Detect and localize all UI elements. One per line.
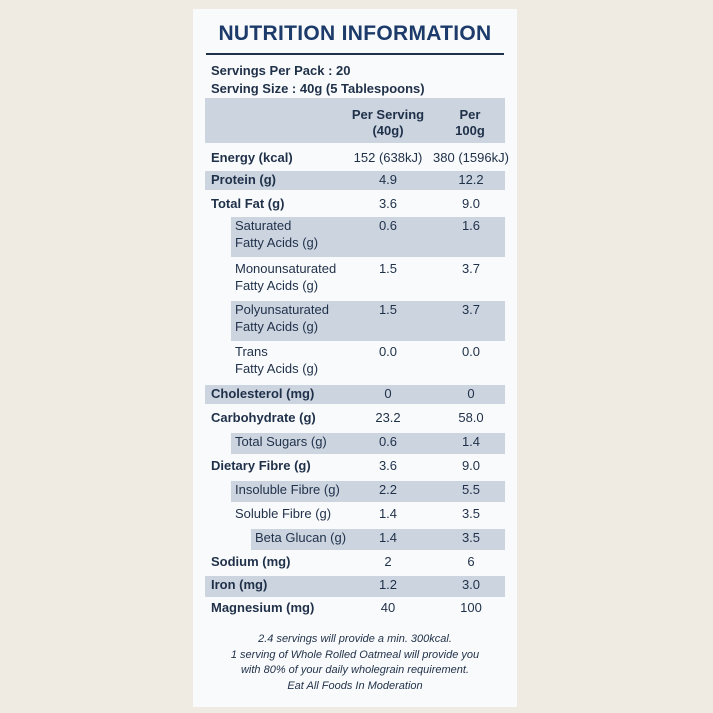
servings-per-pack: Servings Per Pack : 20 [211, 63, 351, 78]
footer-notes: 2.4 servings will provide a min. 300kcal… [193, 632, 517, 694]
table-row: Total Fat (g) 3.6 9.0 [205, 195, 505, 214]
nutrient-name: Iron (mg) [211, 577, 268, 592]
value-per-100g: 5.5 [461, 482, 481, 497]
value-per-100g: 9.0 [461, 196, 481, 211]
row-shading [231, 433, 505, 454]
footer-line: with 80% of your daily wholegrain requir… [240, 664, 470, 676]
value-per-100g: 0.0 [461, 344, 481, 359]
value-per-serving: 0.6 [378, 218, 398, 233]
nutrient-name: Total Sugars (g) [235, 434, 327, 449]
nutrient-name: Beta Glucan (g) [255, 530, 347, 545]
row-shading [231, 481, 505, 502]
table-row: Polyunsaturated Fatty Acids (g) 1.5 3.7 [205, 301, 505, 341]
value-per-100g: 3.5 [461, 530, 481, 545]
nutrient-name: Trans Fatty Acids (g) [235, 344, 319, 376]
value-per-serving: 1.2 [378, 577, 398, 592]
value-per-100g: 3.5 [461, 506, 481, 521]
nutrient-name: Protein (g) [211, 172, 276, 187]
value-per-100g: 3.7 [461, 261, 481, 276]
table-row: Iron (mg) 1.2 3.0 [205, 576, 505, 597]
nutrient-name: Total Fat (g) [211, 196, 285, 211]
header-per-100g: Per 100g [455, 107, 485, 138]
nutrient-name: Energy (kcal) [211, 150, 293, 165]
value-per-serving: 0 [384, 386, 392, 401]
value-per-serving: 1.5 [378, 302, 398, 317]
nutrient-name: Soluble Fibre (g) [235, 506, 332, 521]
value-per-serving: 2 [384, 554, 392, 569]
label-title: NUTRITION INFORMATION [218, 22, 492, 45]
header-per-serving: Per Serving (40g) [351, 107, 425, 138]
row-shading [231, 217, 505, 257]
value-per-100g: 58.0 [458, 410, 484, 425]
table-row: Soluble Fibre (g) 1.4 3.5 [205, 505, 505, 524]
value-per-serving: 40 [380, 600, 396, 615]
nutrient-name: Insoluble Fibre (g) [235, 482, 340, 497]
nutrient-name: Sodium (mg) [211, 554, 291, 569]
value-per-serving: 23.2 [375, 410, 401, 425]
row-shading [205, 385, 505, 404]
title-divider [206, 53, 504, 55]
table-header [205, 98, 505, 143]
nutrient-name: Monounsaturated Fatty Acids (g) [235, 261, 337, 293]
value-per-100g: 100 [460, 600, 482, 615]
row-shading [205, 576, 505, 597]
footer-line: 2.4 servings will provide a min. 300kcal… [258, 633, 452, 645]
value-per-serving: 2.2 [378, 482, 398, 497]
footer-line: Eat All Foods In Moderation [287, 679, 423, 692]
table-row: Total Sugars (g) 0.6 1.4 [205, 433, 505, 454]
value-per-100g: 9.0 [461, 458, 481, 473]
nutrient-name: Magnesium (mg) [211, 600, 315, 615]
nutrient-name: Cholesterol (mg) [211, 386, 315, 401]
serving-size: Serving Size : 40g (5 Tablespoons) [211, 81, 425, 96]
table-row: Magnesium (mg) 40 100 [205, 599, 505, 618]
value-per-100g: 0 [467, 386, 475, 401]
table-row: Cholesterol (mg) 0 0 [205, 385, 505, 404]
table-row: Dietary Fibre (g) 3.6 9.0 [205, 457, 505, 476]
nutrient-name: Carbohydrate (g) [211, 410, 316, 425]
value-per-serving: 3.6 [378, 196, 398, 211]
value-per-serving: 152 (638kJ) [353, 150, 423, 165]
value-per-serving: 1.4 [378, 506, 398, 521]
row-shading [205, 171, 505, 190]
footer-line: 1 serving of Whole Rolled Oatmeal will p… [230, 648, 480, 661]
nutrient-name: Dietary Fibre (g) [211, 458, 311, 473]
value-per-100g: 12.2 [458, 172, 484, 187]
table-row: Trans Fatty Acids (g) 0.0 0.0 [205, 343, 505, 383]
table-row: Protein (g) 4.9 12.2 [205, 171, 505, 190]
value-per-serving: 0.0 [378, 344, 398, 359]
value-per-serving: 3.6 [378, 458, 398, 473]
value-per-100g: 1.4 [461, 434, 481, 449]
value-per-serving: 1.5 [378, 261, 398, 276]
nutrition-label: NUTRITION INFORMATION Servings Per Pack … [193, 9, 517, 707]
table-row: Insoluble Fibre (g) 2.2 5.5 [205, 481, 505, 502]
table-row: Monounsaturated Fatty Acids (g) 1.5 3.7 [205, 260, 505, 300]
value-per-serving: 1.4 [378, 530, 398, 545]
row-shading [231, 301, 505, 341]
nutrient-name: Polyunsaturated Fatty Acids (g) [235, 302, 329, 334]
value-per-100g: 6 [467, 554, 475, 569]
value-per-serving: 4.9 [378, 172, 398, 187]
value-per-100g: 3.7 [461, 302, 481, 317]
value-per-100g: 380 (1596kJ) [433, 150, 509, 165]
row-shading [251, 529, 505, 550]
nutrient-name: Saturated Fatty Acids (g) [235, 218, 319, 250]
value-per-100g: 3.0 [461, 577, 481, 592]
table-row: Sodium (mg) 2 6 [205, 553, 505, 572]
table-row: Energy (kcal) 152 (638kJ) 380 (1596kJ) [205, 149, 509, 168]
value-per-100g: 1.6 [461, 218, 481, 233]
value-per-serving: 0.6 [378, 434, 398, 449]
table-row: Carbohydrate (g) 23.2 58.0 [205, 409, 505, 428]
table-row: Beta Glucan (g) 1.4 3.5 [205, 529, 505, 550]
table-row: Saturated Fatty Acids (g) 0.6 1.6 [205, 217, 505, 257]
